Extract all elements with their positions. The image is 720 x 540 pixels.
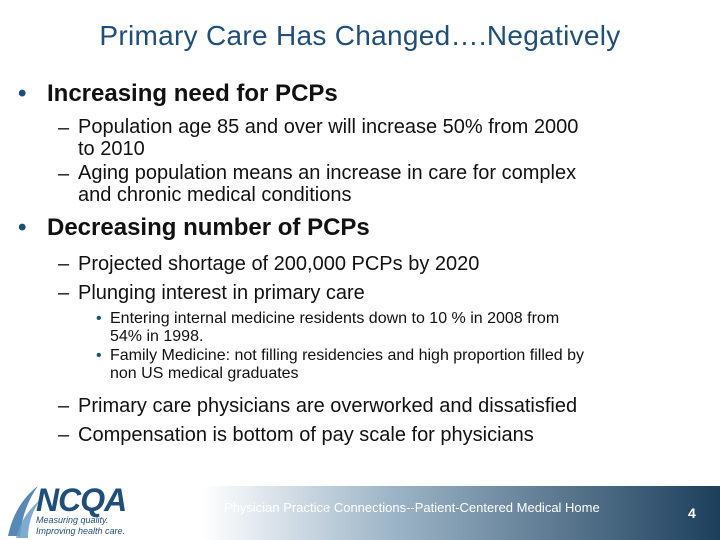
sub-bullet-line: Aging population means an increase in ca…: [78, 162, 577, 184]
dash-icon: –: [58, 395, 70, 417]
sub-bullet-line: to 2010: [78, 138, 145, 160]
sub-sub-bullet-line: non US medical graduates: [110, 365, 299, 382]
dash-icon: –: [58, 117, 70, 139]
logo-tagline: Measuring quality.: [36, 515, 109, 525]
page-number: 4: [688, 505, 696, 521]
dash-icon: –: [58, 424, 70, 446]
slide-body: • Increasing need for PCPs – Population …: [18, 78, 708, 447]
sub-sub-bullet-internal-medicine: • Entering internal medicine residents d…: [18, 310, 708, 346]
bullet-icon: •: [18, 80, 27, 107]
bullet-heading: Increasing need for PCPs: [47, 80, 338, 107]
sub-bullet-shortage: – Projected shortage of 200,000 PCPs by …: [18, 252, 708, 276]
bullet-decreasing-number: • Decreasing number of PCPs: [18, 214, 708, 242]
bullet-icon: •: [96, 347, 102, 364]
sub-sub-bullet-line: 54% in 1998.: [110, 328, 204, 345]
bullet-increasing-need: • Increasing need for PCPs: [18, 80, 708, 108]
bullet-icon: •: [96, 310, 102, 327]
slide-title: Primary Care Has Changed….Negatively: [99, 20, 621, 51]
bullet-heading: Decreasing number of PCPs: [47, 214, 370, 241]
sub-sub-bullet-family-medicine: • Family Medicine: not filling residenci…: [18, 347, 708, 383]
sub-bullet-line: Plunging interest in primary care: [78, 282, 365, 304]
sub-bullet-line: Population age 85 and over will increase…: [78, 116, 579, 138]
sub-bullet-line: Compensation is bottom of pay scale for …: [78, 424, 534, 446]
sub-sub-bullet-line: Family Medicine: not filling residencies…: [110, 347, 585, 364]
sub-bullet-line: and chronic medical conditions: [78, 184, 352, 206]
sub-bullet-plunging: – Plunging interest in primary care: [18, 281, 708, 305]
dash-icon: –: [58, 253, 70, 275]
sub-bullet-line: Primary care physicians are overworked a…: [78, 395, 578, 417]
logo-tagline: Improving health care.: [36, 526, 126, 536]
dash-icon: –: [58, 282, 70, 304]
dash-icon: –: [58, 163, 70, 185]
sub-bullet-population: – Population age 85 and over will increa…: [18, 116, 708, 160]
sub-sub-bullet-line: Entering internal medicine residents dow…: [110, 310, 560, 327]
footer-band: [0, 486, 720, 540]
sub-bullet-line: Projected shortage of 200,000 PCPs by 20…: [78, 253, 480, 275]
logo-name: NCQA: [36, 482, 127, 518]
sub-bullet-aging: – Aging population means an increase in …: [18, 162, 708, 206]
sub-bullet-compensation: – Compensation is bottom of pay scale fo…: [18, 423, 708, 447]
footer-text: Physician Practice Connections--Patient-…: [224, 500, 600, 515]
ncqa-logo-icon: [8, 486, 40, 538]
sub-bullet-overworked: – Primary care physicians are overworked…: [18, 394, 708, 418]
bullet-icon: •: [18, 214, 27, 241]
